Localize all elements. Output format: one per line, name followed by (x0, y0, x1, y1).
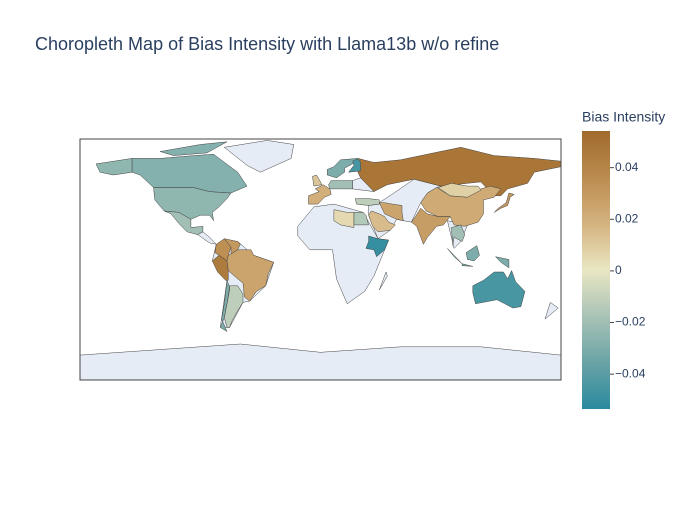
country (328, 180, 353, 190)
country (308, 184, 332, 205)
colorbar-tick-label: 0.02 (615, 211, 639, 225)
map (80, 140, 561, 380)
country (211, 254, 229, 281)
land-no-data (544, 302, 559, 320)
country (354, 198, 380, 206)
country (451, 224, 466, 246)
colorbar-tick-label: −0.04 (615, 366, 646, 380)
country (365, 235, 389, 258)
colorbar-tick-label: 0.04 (615, 160, 639, 174)
country (378, 202, 404, 222)
country (224, 285, 244, 328)
country (411, 207, 451, 245)
colorbar-tick-label: 0 (615, 263, 622, 277)
country (131, 141, 248, 194)
country (494, 192, 515, 213)
colorbar-tick-label: −0.02 (615, 315, 646, 329)
chart-title: Choropleth Map of Bias Intensity with Ll… (35, 34, 499, 54)
country (447, 245, 510, 269)
colorbar-title: Bias Intensity (582, 109, 665, 125)
land-no-data (379, 271, 388, 291)
map-frame (79, 138, 562, 381)
country (437, 183, 482, 198)
country (472, 269, 526, 309)
country (164, 210, 204, 235)
country (226, 249, 275, 302)
country (368, 210, 396, 233)
country (333, 209, 355, 228)
country (357, 147, 561, 197)
country (312, 174, 323, 187)
land-no-data (80, 343, 561, 380)
colorbar (582, 131, 610, 409)
land-no-data (223, 140, 295, 173)
land-no-data (297, 203, 389, 305)
country (219, 280, 230, 333)
country (348, 158, 361, 173)
